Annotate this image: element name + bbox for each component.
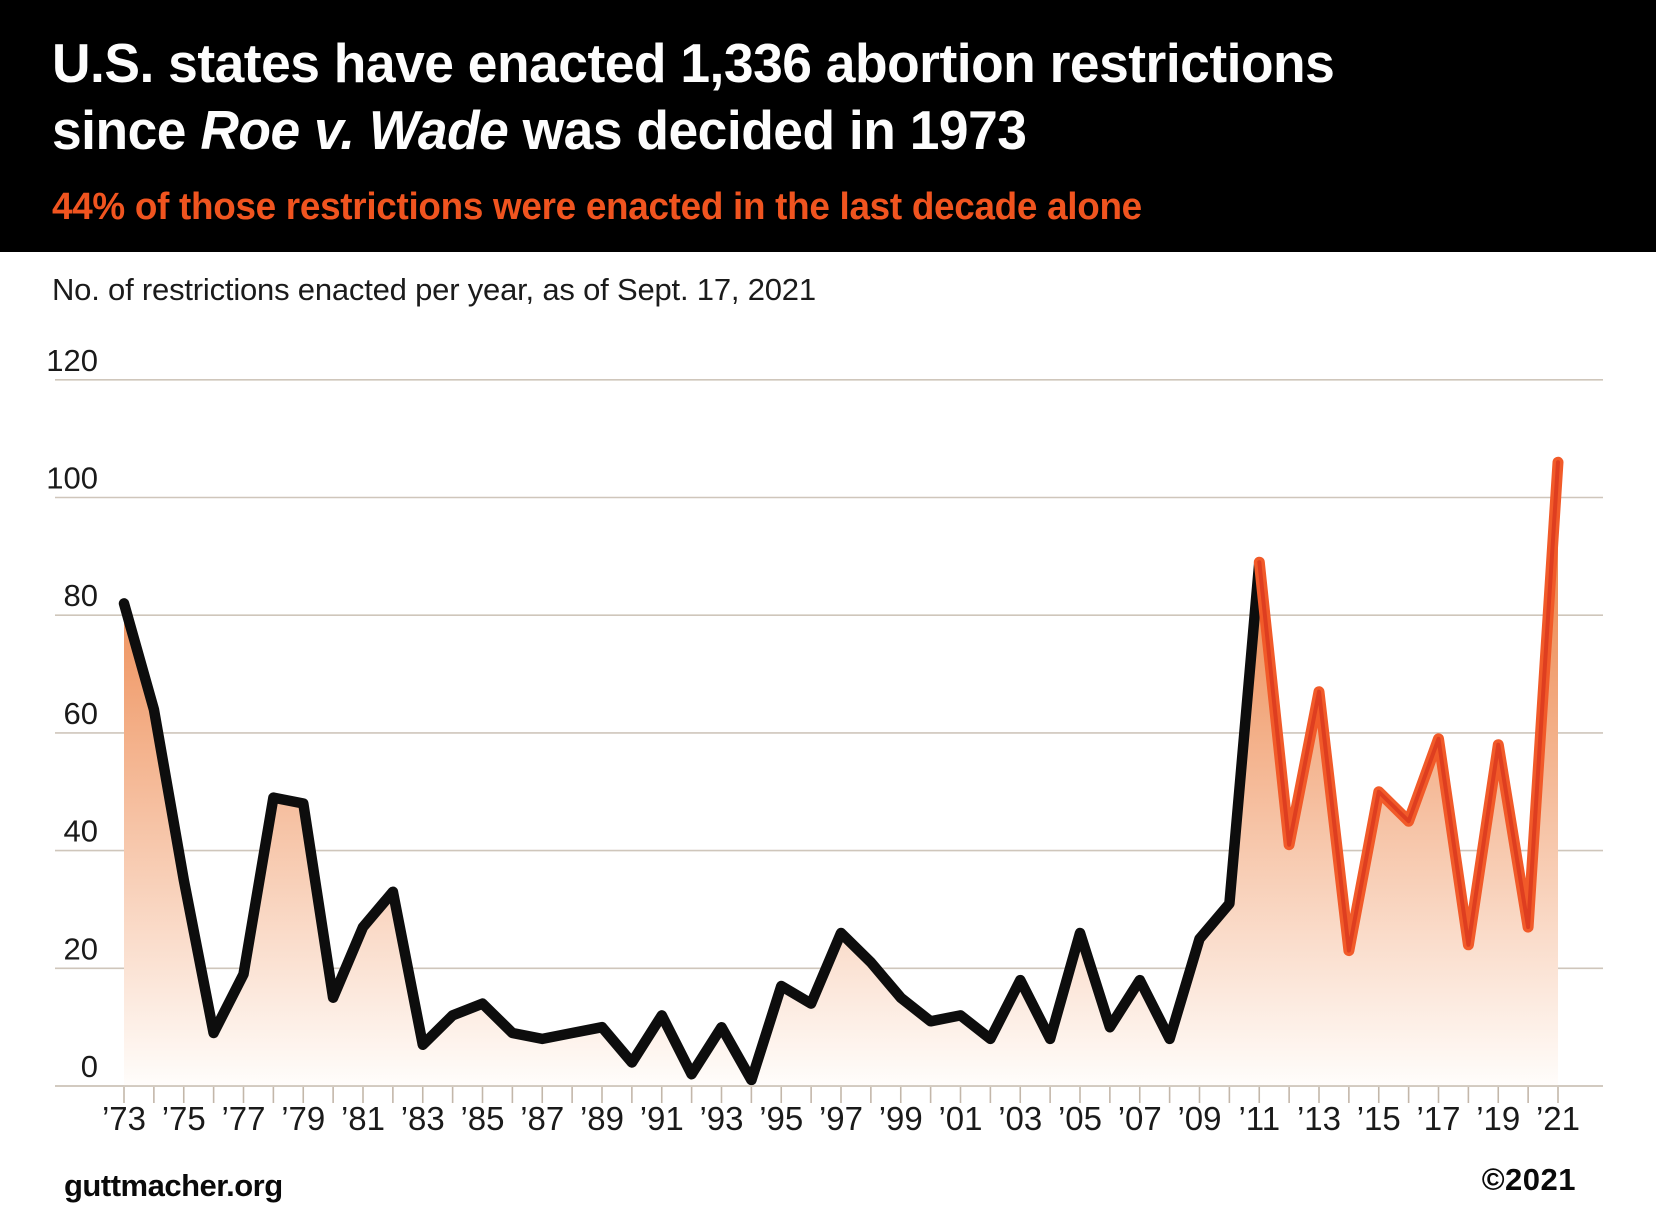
x-axis-label: ’85 xyxy=(460,1100,504,1137)
x-axis-label: ’01 xyxy=(938,1100,982,1137)
y-axis-label: 80 xyxy=(64,578,98,613)
footer-site: guttmacher.org xyxy=(64,1168,283,1203)
y-axis-label: 120 xyxy=(46,343,98,378)
x-axis-label: ’73 xyxy=(102,1100,146,1137)
x-axis-label: ’93 xyxy=(699,1100,743,1137)
x-axis-label: ’05 xyxy=(1058,1100,1102,1137)
x-axis xyxy=(55,1085,1603,1103)
x-axis-label: ’99 xyxy=(879,1100,923,1137)
x-axis-label: ’19 xyxy=(1476,1100,1520,1137)
y-axis-label: 0 xyxy=(81,1049,98,1084)
y-axis-labels: 0 20 40 60 80 100 120 xyxy=(46,343,98,1084)
x-axis-labels: ’73 ’75 ’77 ’79 ’81 ’83 ’85 ’87 ’89 ’91 ’93 ’95 ’97 ’… xyxy=(102,1100,1580,1137)
x-axis-label: ’83 xyxy=(401,1100,445,1137)
case-name-italic: Roe v. Wade xyxy=(200,99,509,161)
x-axis-label: ’21 xyxy=(1536,1100,1580,1137)
y-axis-label: 20 xyxy=(64,931,98,966)
area-fill xyxy=(124,462,1558,1086)
x-axis-label: ’17 xyxy=(1416,1100,1460,1137)
x-axis-label: ’15 xyxy=(1357,1100,1401,1137)
x-axis-label: ’87 xyxy=(520,1100,564,1137)
footer-copyright: ©2021 xyxy=(1481,1162,1576,1197)
x-axis-label: ’91 xyxy=(640,1100,684,1137)
page-title: U.S. states have enacted 1,336 abortion … xyxy=(52,30,1557,164)
x-axis-label: ’75 xyxy=(162,1100,206,1137)
x-axis-label: ’81 xyxy=(341,1100,385,1137)
subtitle: 44% of those restrictions were enacted i… xyxy=(52,186,1142,228)
data-lines xyxy=(118,456,1564,1086)
title-line2: since Roe v. Wade was decided in 1973 xyxy=(52,99,1027,161)
x-axis-label: ’13 xyxy=(1297,1100,1341,1137)
x-axis-label: ’89 xyxy=(580,1100,624,1137)
x-axis-label: ’77 xyxy=(221,1100,265,1137)
header-banner: U.S. states have enacted 1,336 abortion … xyxy=(0,0,1656,252)
area-gradient-fill xyxy=(124,462,1558,1086)
y-axis-label: 40 xyxy=(64,814,98,849)
x-axis-label: ’07 xyxy=(1118,1100,1162,1137)
x-axis-label: ’95 xyxy=(759,1100,803,1137)
y-axis-label: 60 xyxy=(64,696,98,731)
line-1973-2011-black xyxy=(118,556,1265,1086)
title-line1: U.S. states have enacted 1,336 abortion … xyxy=(52,32,1335,94)
chart-note: No. of restrictions enacted per year, as… xyxy=(52,272,816,307)
x-axis-label: ’11 xyxy=(1238,1100,1280,1137)
y-axis-label: 100 xyxy=(46,461,98,496)
x-axis-label: ’09 xyxy=(1177,1100,1221,1137)
x-axis-label: ’79 xyxy=(281,1100,325,1137)
line-2011-2021-orange-core xyxy=(1257,460,1560,953)
x-axis-label: ’03 xyxy=(998,1100,1042,1137)
x-axis-label: ’97 xyxy=(819,1100,863,1137)
